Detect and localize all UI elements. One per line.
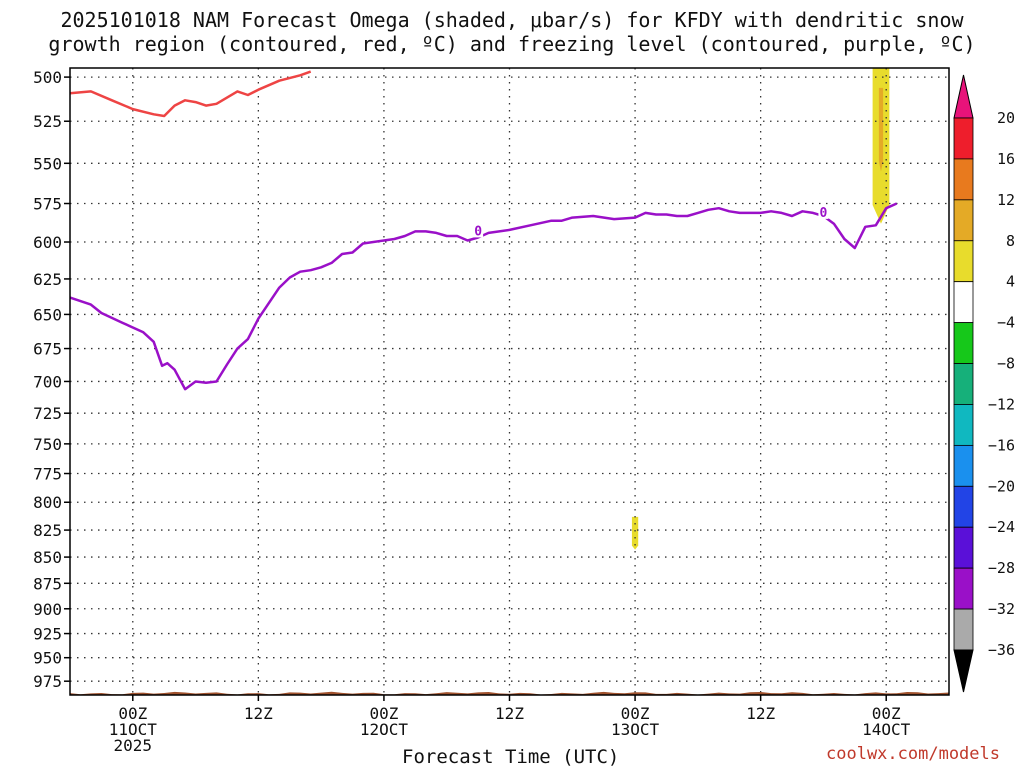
y-axis-ticks: 500 525 550 575 600 625 650 675 700 725 750 775 800 8… xyxy=(33,68,70,691)
omega-shade-region xyxy=(631,516,639,550)
x-tick-label: 13OCT xyxy=(611,720,660,739)
chart-title: 2025101018 NAM Forecast Omega (shaded, μ… xyxy=(0,8,1024,56)
colorbar-swatch xyxy=(953,404,974,446)
colorbar-swatch xyxy=(953,281,974,324)
title-line-2: growth region (contoured, red, ºC) and f… xyxy=(48,32,976,56)
y-tick-label: 950 xyxy=(33,649,62,668)
x-tick-label: 00Z xyxy=(369,704,398,723)
x-tick-label: 00Z xyxy=(872,704,901,723)
terrain-area xyxy=(70,691,949,695)
y-tick-label: 800 xyxy=(33,493,62,512)
terrain-fill xyxy=(70,691,949,695)
colorbar-swatch xyxy=(953,117,974,160)
omega-shade-region xyxy=(878,87,884,172)
contour-labels: 00 xyxy=(473,204,829,239)
x-tick-label: 00Z xyxy=(118,704,147,723)
colorbar-tick-label: −32 xyxy=(988,600,1015,618)
x-tick-label: 14OCT xyxy=(862,720,911,739)
x-axis-title: Forecast Time (UTC) xyxy=(402,746,620,768)
colorbar-swatch xyxy=(953,526,974,569)
y-tick-label: 600 xyxy=(33,233,62,252)
y-tick-label: 625 xyxy=(33,270,62,289)
y-tick-label: 675 xyxy=(33,340,62,359)
colorbar-tick-label: −20 xyxy=(988,477,1015,495)
y-tick-label: 850 xyxy=(33,548,62,567)
colorbar-swatch xyxy=(953,608,974,651)
x-tick-label: 12Z xyxy=(495,704,524,723)
colorbar-tick-label: 8 xyxy=(1006,232,1015,250)
colorbar-tick-label: −12 xyxy=(988,395,1015,413)
x-tick-label: 11OCT xyxy=(109,720,158,739)
x-tick-label: 12Z xyxy=(746,704,775,723)
title-line-1: 2025101018 NAM Forecast Omega (shaded, μ… xyxy=(60,8,964,32)
colorbar: 20 16 12 8 4 −4 −8 −12 −16 −20 −24 −28 −32 −36 xyxy=(953,74,1015,693)
y-tick-label: 525 xyxy=(33,112,62,131)
y-tick-label: 975 xyxy=(33,672,62,691)
y-tick-label: 825 xyxy=(33,521,62,540)
colorbar-swatch xyxy=(953,567,974,610)
colorbar-tick-label: −8 xyxy=(997,355,1015,373)
contour-label-bg xyxy=(818,204,829,219)
contour-label: 0 xyxy=(474,224,482,239)
y-tick-label: 750 xyxy=(33,435,62,454)
colorbar-swatch xyxy=(953,322,974,364)
contour-line-minus12 xyxy=(69,70,312,118)
colorbar-swatch xyxy=(953,444,974,487)
contour-line-0 xyxy=(69,202,898,391)
colorbar-swatch xyxy=(953,199,974,242)
colorbar-tick-label: 16 xyxy=(997,150,1015,168)
y-tick-label: 700 xyxy=(33,372,62,391)
contour-lines xyxy=(69,70,898,391)
y-tick-label: 500 xyxy=(33,68,62,87)
x-tick-label: 12OCT xyxy=(360,720,409,739)
colorbar-tick-label: −24 xyxy=(988,518,1015,536)
y-tick-label: 875 xyxy=(33,574,62,593)
colorbar-tick-label: −4 xyxy=(997,314,1015,332)
colorbar-swatch xyxy=(953,158,974,201)
colorbar-tick-label: −16 xyxy=(988,436,1015,454)
y-tick-label: 900 xyxy=(33,600,62,619)
credit-link[interactable]: coolwx.com/models xyxy=(826,744,1000,764)
y-tick-label: 925 xyxy=(33,625,62,644)
omega-shading xyxy=(631,68,890,550)
contour-label-bg xyxy=(473,223,484,238)
contour-label: 0 xyxy=(820,206,828,221)
colorbar-tick-label: −36 xyxy=(988,641,1015,659)
x-tick-label: 12Z xyxy=(244,704,273,723)
y-tick-label: 650 xyxy=(33,305,62,324)
colorbar-swatch xyxy=(953,485,974,528)
colorbar-swatch xyxy=(953,363,974,405)
y-tick-label: 775 xyxy=(33,465,62,484)
colorbar-top-arrow xyxy=(953,74,974,119)
colorbar-tick-label: 12 xyxy=(997,191,1015,209)
y-tick-label: 550 xyxy=(33,154,62,173)
colorbar-tick-label: −28 xyxy=(988,559,1015,577)
colorbar-tick-label: 20 xyxy=(997,109,1015,127)
y-tick-label: 575 xyxy=(33,195,62,214)
colorbar-swatch xyxy=(953,240,974,283)
colorbar-bottom-arrow xyxy=(953,649,974,693)
x-tick-label: 2025 xyxy=(114,736,153,755)
colorbar-tick-label: 4 xyxy=(1006,273,1015,291)
x-tick-label: 00Z xyxy=(621,704,650,723)
y-tick-label: 725 xyxy=(33,404,62,423)
